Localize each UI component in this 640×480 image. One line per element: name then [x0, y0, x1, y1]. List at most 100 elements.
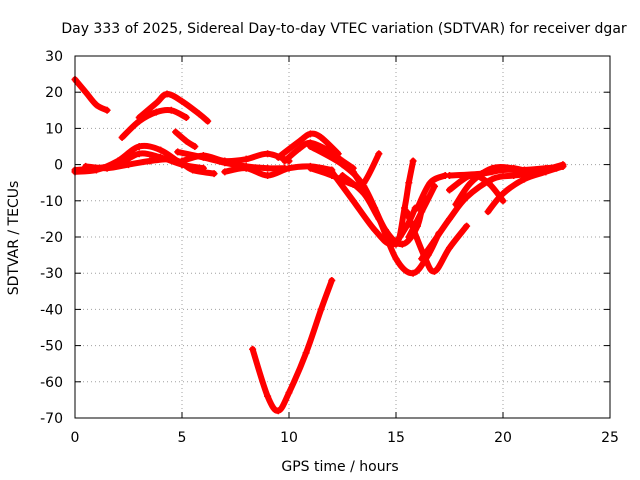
- data-point-marker: [431, 267, 439, 275]
- data-point-marker: [446, 186, 453, 194]
- data-point-marker: [167, 106, 175, 114]
- data-point-marker: [426, 179, 434, 187]
- chart-title: Day 333 of 2025, Sidereal Day-to-day VTE…: [61, 21, 627, 37]
- data-point-marker: [488, 175, 496, 183]
- data-point-marker: [135, 143, 143, 150]
- data-point-marker: [484, 208, 492, 216]
- data-point-marker: [488, 164, 496, 172]
- data-point-marker: [221, 168, 229, 176]
- data-point-marker: [499, 190, 507, 198]
- data-point-marker: [302, 349, 310, 357]
- data-point-marker: [520, 175, 528, 183]
- data-point-marker: [103, 164, 111, 172]
- data-point-marker: [467, 179, 475, 187]
- series-arc-4: [82, 156, 185, 172]
- data-point-marker: [405, 179, 413, 187]
- data-point-marker: [499, 197, 507, 205]
- data-point-marker: [210, 170, 218, 178]
- data-point-marker: [82, 162, 90, 170]
- x-tick-label: 0: [71, 430, 80, 446]
- data-point-marker: [403, 208, 411, 216]
- y-tick-label: -30: [40, 266, 63, 282]
- data-point-marker: [296, 137, 304, 145]
- data-point-marker: [135, 150, 143, 158]
- data-point-marker: [510, 164, 518, 172]
- series-arc-17: [328, 168, 419, 248]
- data-point-marker: [409, 157, 417, 165]
- data-point-marker: [559, 162, 567, 170]
- data-point-marker: [409, 269, 417, 277]
- data-point-marker: [178, 97, 186, 105]
- data-point-marker: [484, 179, 492, 187]
- y-tick-label: -50: [40, 339, 63, 355]
- data-point-marker: [306, 143, 314, 150]
- data-point-marker: [103, 106, 111, 114]
- x-axis-label: GPS time / hours: [281, 459, 398, 475]
- y-tick-label: 30: [45, 49, 63, 65]
- data-point-marker: [306, 130, 314, 138]
- x-tick-label: 10: [280, 430, 298, 446]
- y-tick-label: 0: [54, 158, 63, 174]
- data-point-marker: [152, 99, 160, 107]
- data-point-marker: [172, 128, 180, 136]
- data-point-marker: [174, 148, 182, 156]
- data-point-marker: [317, 133, 325, 141]
- data-point-marker: [418, 208, 426, 216]
- y-tick-label: -10: [40, 194, 63, 210]
- data-point-marker: [446, 215, 453, 223]
- data-point-marker: [405, 233, 413, 241]
- data-point-marker: [328, 168, 336, 176]
- series-arc-9: [179, 150, 292, 165]
- data-point-marker: [182, 137, 190, 145]
- data-point-marker: [446, 171, 453, 179]
- data-point-marker: [296, 144, 304, 152]
- data-point-marker: [452, 200, 460, 208]
- data-point-marker: [114, 157, 122, 165]
- data-point-marker: [375, 150, 383, 158]
- y-tick-label: 20: [45, 85, 63, 101]
- y-tick-label: 10: [45, 121, 63, 137]
- data-point-marker: [146, 157, 154, 165]
- data-point-marker: [349, 197, 357, 205]
- data-point-marker: [163, 90, 171, 98]
- data-point-marker: [167, 155, 175, 163]
- data-point-marker: [199, 152, 207, 160]
- data-point-marker: [371, 226, 379, 234]
- data-point-marker: [242, 164, 250, 172]
- data-point-marker: [264, 392, 272, 400]
- data-point-marker: [463, 193, 471, 201]
- data-point-marker: [135, 114, 143, 122]
- data-point-marker: [285, 164, 293, 172]
- data-point-marker: [178, 159, 186, 167]
- plot-frame: [74, 55, 611, 419]
- series-arc-7: [172, 129, 198, 150]
- x-tick-label: 25: [601, 430, 619, 446]
- y-tick-label: -20: [40, 230, 63, 246]
- data-point-marker: [418, 255, 426, 263]
- data-point-marker: [182, 114, 190, 122]
- data-point-marker: [371, 204, 379, 212]
- y-tick-label: -70: [40, 411, 63, 427]
- data-point-marker: [221, 157, 229, 165]
- data-point-marker: [392, 255, 400, 263]
- data-point-marker: [285, 389, 293, 397]
- data-point-marker: [339, 161, 346, 169]
- data-point-marker: [431, 182, 439, 190]
- data-point-marker: [463, 222, 471, 230]
- data-point-marker: [242, 155, 250, 163]
- data-point-marker: [542, 168, 550, 176]
- data-point-marker: [249, 345, 257, 353]
- series-arc-6: [136, 91, 211, 125]
- data-point-marker: [264, 171, 272, 179]
- x-tick-label: 15: [387, 430, 405, 446]
- data-point-marker: [431, 237, 439, 245]
- data-point-marker: [195, 110, 203, 118]
- data-point-marker: [264, 164, 272, 172]
- data-point-marker: [317, 305, 325, 313]
- x-tick-label: 5: [178, 430, 187, 446]
- data-point-marker: [191, 143, 199, 150]
- data-point-marker: [82, 88, 90, 96]
- data-point-marker: [339, 171, 346, 179]
- data-point-marker: [152, 108, 160, 116]
